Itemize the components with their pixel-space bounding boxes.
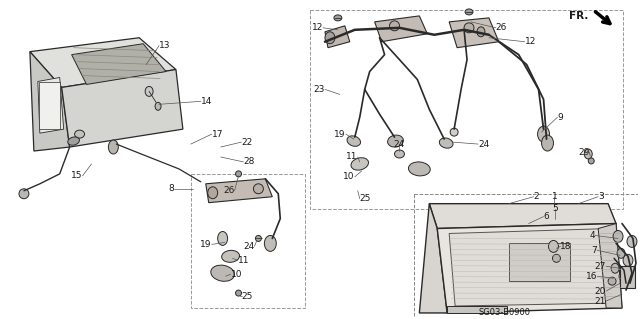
Text: 26: 26 (496, 23, 508, 32)
Ellipse shape (155, 102, 161, 110)
Polygon shape (447, 306, 507, 313)
Text: 23: 23 (314, 85, 325, 94)
Ellipse shape (218, 232, 228, 245)
Text: 8: 8 (168, 184, 174, 193)
Text: 17: 17 (212, 130, 223, 139)
Text: 27: 27 (595, 262, 606, 271)
Bar (620, 266, 635, 288)
Text: 11: 11 (346, 152, 358, 161)
Text: 6: 6 (543, 212, 549, 221)
Ellipse shape (552, 254, 561, 262)
Text: FR.: FR. (569, 11, 588, 21)
Ellipse shape (208, 187, 218, 199)
Ellipse shape (394, 150, 404, 158)
Ellipse shape (477, 27, 485, 37)
Ellipse shape (75, 130, 84, 138)
Text: 10: 10 (343, 172, 355, 181)
Polygon shape (205, 179, 272, 203)
Ellipse shape (627, 235, 637, 247)
Ellipse shape (390, 21, 399, 31)
Text: 5: 5 (552, 204, 558, 213)
Ellipse shape (236, 290, 241, 296)
Polygon shape (38, 78, 63, 133)
Ellipse shape (611, 263, 619, 273)
Text: 24: 24 (243, 242, 255, 251)
Text: 21: 21 (595, 297, 606, 306)
Ellipse shape (548, 241, 559, 252)
Text: 3: 3 (598, 192, 604, 201)
Polygon shape (325, 26, 350, 48)
Text: 13: 13 (159, 41, 170, 50)
Ellipse shape (264, 235, 276, 251)
Text: 22: 22 (241, 137, 253, 146)
Ellipse shape (613, 231, 623, 242)
Ellipse shape (325, 32, 335, 44)
Ellipse shape (450, 128, 458, 136)
Ellipse shape (538, 126, 550, 142)
Ellipse shape (588, 158, 594, 164)
Polygon shape (437, 224, 622, 313)
Ellipse shape (619, 271, 629, 281)
Ellipse shape (68, 137, 79, 145)
Polygon shape (61, 70, 183, 147)
Ellipse shape (255, 235, 261, 241)
Polygon shape (72, 44, 166, 85)
Text: 12: 12 (525, 37, 536, 46)
Text: 18: 18 (561, 242, 572, 251)
Text: 28: 28 (243, 158, 255, 167)
Polygon shape (30, 52, 70, 151)
Ellipse shape (465, 9, 473, 15)
Ellipse shape (253, 184, 264, 194)
Text: 26: 26 (223, 186, 234, 195)
Text: 14: 14 (201, 97, 212, 106)
Bar (39, 82, 60, 129)
Text: 12: 12 (312, 23, 323, 32)
Text: 16: 16 (586, 272, 597, 281)
Ellipse shape (388, 135, 403, 147)
Polygon shape (374, 16, 428, 42)
Ellipse shape (584, 149, 592, 159)
Ellipse shape (541, 135, 554, 151)
Ellipse shape (19, 189, 29, 199)
Polygon shape (449, 18, 499, 48)
Ellipse shape (347, 136, 360, 146)
Text: SG03-B0900: SG03-B0900 (479, 308, 531, 317)
Text: 19: 19 (200, 240, 212, 249)
Ellipse shape (211, 265, 234, 281)
Text: 19: 19 (334, 130, 346, 139)
Ellipse shape (145, 86, 153, 96)
Text: 10: 10 (230, 270, 242, 279)
Polygon shape (419, 204, 447, 313)
Ellipse shape (623, 254, 633, 266)
Polygon shape (429, 204, 616, 228)
Text: 4: 4 (589, 231, 595, 240)
Ellipse shape (221, 250, 239, 262)
Bar (509, 243, 570, 281)
Text: 11: 11 (237, 256, 249, 265)
Ellipse shape (236, 171, 241, 177)
Text: 20: 20 (595, 286, 606, 296)
Text: 1: 1 (552, 192, 557, 201)
Ellipse shape (108, 140, 118, 154)
Ellipse shape (408, 162, 430, 176)
Polygon shape (598, 224, 622, 308)
Text: 25: 25 (360, 194, 371, 203)
Polygon shape (30, 38, 176, 87)
Text: 24: 24 (478, 139, 489, 149)
Text: 7: 7 (591, 246, 597, 255)
Ellipse shape (334, 15, 342, 21)
Text: 2: 2 (534, 192, 540, 201)
Ellipse shape (351, 158, 369, 170)
Ellipse shape (608, 277, 616, 285)
Text: 25: 25 (241, 292, 253, 300)
Polygon shape (449, 228, 616, 306)
Ellipse shape (464, 23, 474, 33)
Text: 9: 9 (557, 113, 563, 122)
Ellipse shape (439, 138, 453, 148)
Text: 29: 29 (578, 147, 589, 157)
Text: 15: 15 (71, 171, 83, 180)
Ellipse shape (617, 249, 625, 258)
Text: 24: 24 (394, 139, 405, 149)
